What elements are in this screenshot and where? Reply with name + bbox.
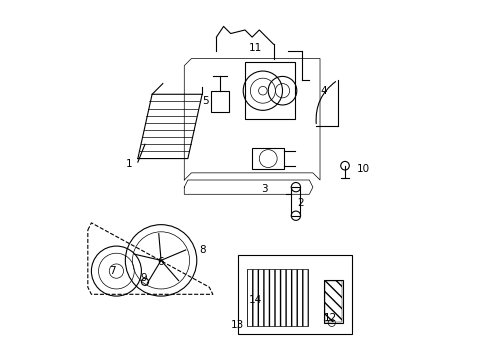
Bar — [325, 281, 342, 322]
Text: 10: 10 — [356, 164, 369, 174]
Text: 8: 8 — [199, 245, 205, 255]
Bar — [245, 62, 295, 119]
Text: 7: 7 — [110, 266, 116, 276]
Text: 13: 13 — [231, 320, 245, 330]
Bar — [211, 91, 229, 112]
Text: 5: 5 — [202, 96, 209, 107]
Bar — [323, 280, 343, 323]
Text: 2: 2 — [297, 198, 304, 208]
Text: 1: 1 — [125, 159, 132, 169]
Bar — [238, 255, 352, 334]
Text: 4: 4 — [320, 86, 327, 96]
Text: 6: 6 — [158, 257, 164, 267]
Bar — [252, 148, 284, 169]
Text: 12: 12 — [324, 312, 337, 323]
Text: 3: 3 — [261, 184, 268, 194]
Bar — [247, 269, 308, 327]
Text: 14: 14 — [249, 295, 262, 305]
Text: 9: 9 — [140, 273, 147, 283]
Text: 11: 11 — [249, 43, 262, 53]
Bar — [292, 187, 300, 216]
